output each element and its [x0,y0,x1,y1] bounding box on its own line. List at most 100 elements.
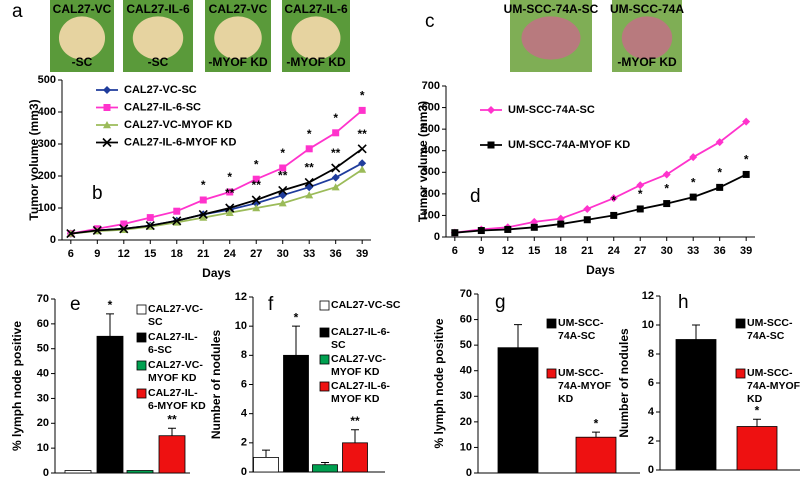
x-tick-label: 27 [634,245,646,257]
tumor [132,16,184,60]
panel-letter: g [495,292,506,313]
x-tick-label: 24 [608,245,621,257]
error-bar [262,449,270,458]
y-tick-label: 10 [235,320,247,332]
marker [609,194,618,203]
marker [92,225,102,235]
tumor [621,16,673,60]
legend-label: CAL27-IL-6-SC [148,331,198,356]
legend-box: CAL27-IL-6-SC [331,326,390,351]
marker [663,200,671,208]
series-line [454,173,747,234]
legend-box: CAL27-VC-SC [331,299,401,311]
significance: * [755,403,760,417]
significance: * [611,194,616,208]
significance: ** [278,169,288,183]
y-tick-label: 200 [38,170,56,182]
legend-label: CAL27-VC-SC [331,299,401,311]
legend-swatch [136,332,147,343]
error-bar [321,462,329,465]
y-tick-label: 60 [37,318,49,330]
significance: * [280,146,285,160]
legend-label: UM-SCC-74A-MYOF KD [508,139,630,151]
legend-swatch [136,304,147,315]
marker [252,204,261,212]
legend-swatch [546,368,557,379]
legend-label: CAL27-VC-MYOF KD [148,359,203,384]
marker [305,191,314,199]
y-tick-label: 300 [422,166,440,178]
marker [716,183,724,191]
marker [146,214,154,222]
series-line [70,109,363,235]
marker [304,177,314,187]
x-tick-label: 30 [277,248,289,260]
tumor [291,16,341,60]
x-tick-label: 33 [303,248,315,260]
legend-swatch [735,318,746,329]
x-tick-label: 39 [356,248,368,260]
marker [278,185,288,195]
marker [120,220,128,228]
y-tick-label: 600 [422,101,440,113]
legend-label: UM-SCC-74A-MYOF KD [747,367,800,405]
marker [66,229,76,239]
legend-marker [103,104,111,111]
marker [331,163,341,173]
x-axis-label: Days [202,266,231,280]
y-tick-label: 8 [648,348,654,360]
x-tick-label: 21 [197,248,209,260]
legend-marker [103,86,111,94]
photo-label: -SC [72,55,93,69]
photo-label: CAL27-IL-6 [126,2,190,16]
y-axis-label: Tumor volume (mm3) [416,101,430,222]
x-tick-label: 39 [740,245,752,257]
panel-letter: c [425,11,435,32]
panel-letter: h [678,292,689,313]
significance: * [333,111,338,125]
x-tick-label: 6 [452,245,458,257]
legend-label: UM-SCC-74A-SC [508,104,595,116]
y-tick-label: 20 [460,416,472,428]
x-tick-label: 15 [528,245,540,257]
y-tick-label: 50 [37,343,49,355]
bar [126,470,154,474]
marker [583,204,592,213]
marker [198,209,208,219]
legend-box: CAL27-IL-6-MYOF KD [148,387,206,412]
legend-box: CAL27-VC-SC [148,303,203,328]
photo-label: -MYOF KD [208,55,268,69]
panel-letter: b [92,183,103,204]
y-tick-label: 500 [38,74,56,86]
legend-swatch [136,388,147,399]
x-tick-label: 21 [581,245,593,257]
marker [305,145,313,153]
bar [736,426,778,471]
legend-swatch [319,300,330,311]
legend-box: CAL27-VC-MYOF KD [148,359,203,384]
bar [96,335,124,474]
y-axis-label: % lymph node positive [432,318,446,448]
y-tick-label: 10 [37,442,49,454]
legend-box: UM-SCC-74A-SC [558,317,604,342]
bar [497,347,539,474]
legend-label: CAL27-IL-6-SC [331,326,390,351]
legend-label: CAL27-VC-MYOF KD [124,119,232,131]
y-tick-label: 70 [37,293,49,305]
error-bar [753,418,761,427]
y-tick-label: 40 [37,367,49,379]
y-tick-label: 400 [38,106,56,118]
legend-label: UM-SCC-74A-SC [747,317,793,342]
marker [742,170,750,178]
legend-swatch [319,381,330,392]
marker [145,221,155,231]
legend-marker [487,106,495,114]
marker [610,211,618,219]
panel-letter: e [70,294,81,315]
legend-marker [487,141,495,149]
marker [504,225,512,233]
significance: ** [350,414,360,428]
legend-label: CAL27-VC-SC [124,84,197,96]
marker [583,216,591,224]
